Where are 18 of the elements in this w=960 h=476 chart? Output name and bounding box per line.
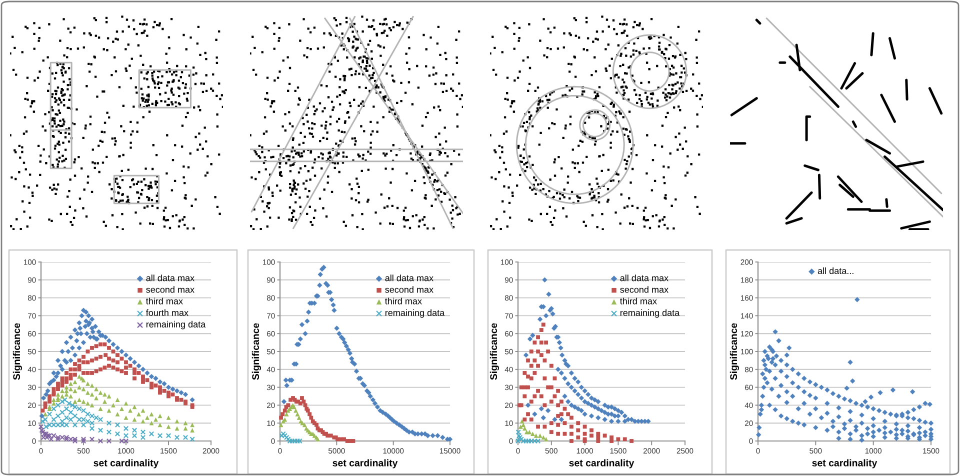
x-axis-title: set cardinality	[812, 459, 878, 468]
x-axis-title: set cardinality	[569, 459, 634, 468]
legend-label: all data max	[620, 274, 668, 282]
legend-label: remaining data	[146, 320, 206, 330]
legend-label: second max	[620, 286, 668, 293]
y-axis-title: Significance	[12, 323, 22, 380]
legend-label: second max	[146, 286, 194, 293]
x-axis-title: set cardinality	[94, 459, 159, 468]
y-axis-title: Significance	[490, 323, 500, 380]
legend-label: third max	[620, 298, 657, 304]
legend-label: remaining data	[620, 309, 680, 318]
legend-label: third max	[146, 298, 183, 304]
y-axis-title: Significance	[730, 323, 740, 380]
legend-label: all data...	[818, 267, 854, 274]
legend-label: fourth max	[146, 309, 188, 316]
legend-label: all data max	[146, 274, 194, 282]
x-axis-title: set cardinality	[332, 459, 398, 468]
y-axis-title: Significance	[252, 323, 262, 380]
